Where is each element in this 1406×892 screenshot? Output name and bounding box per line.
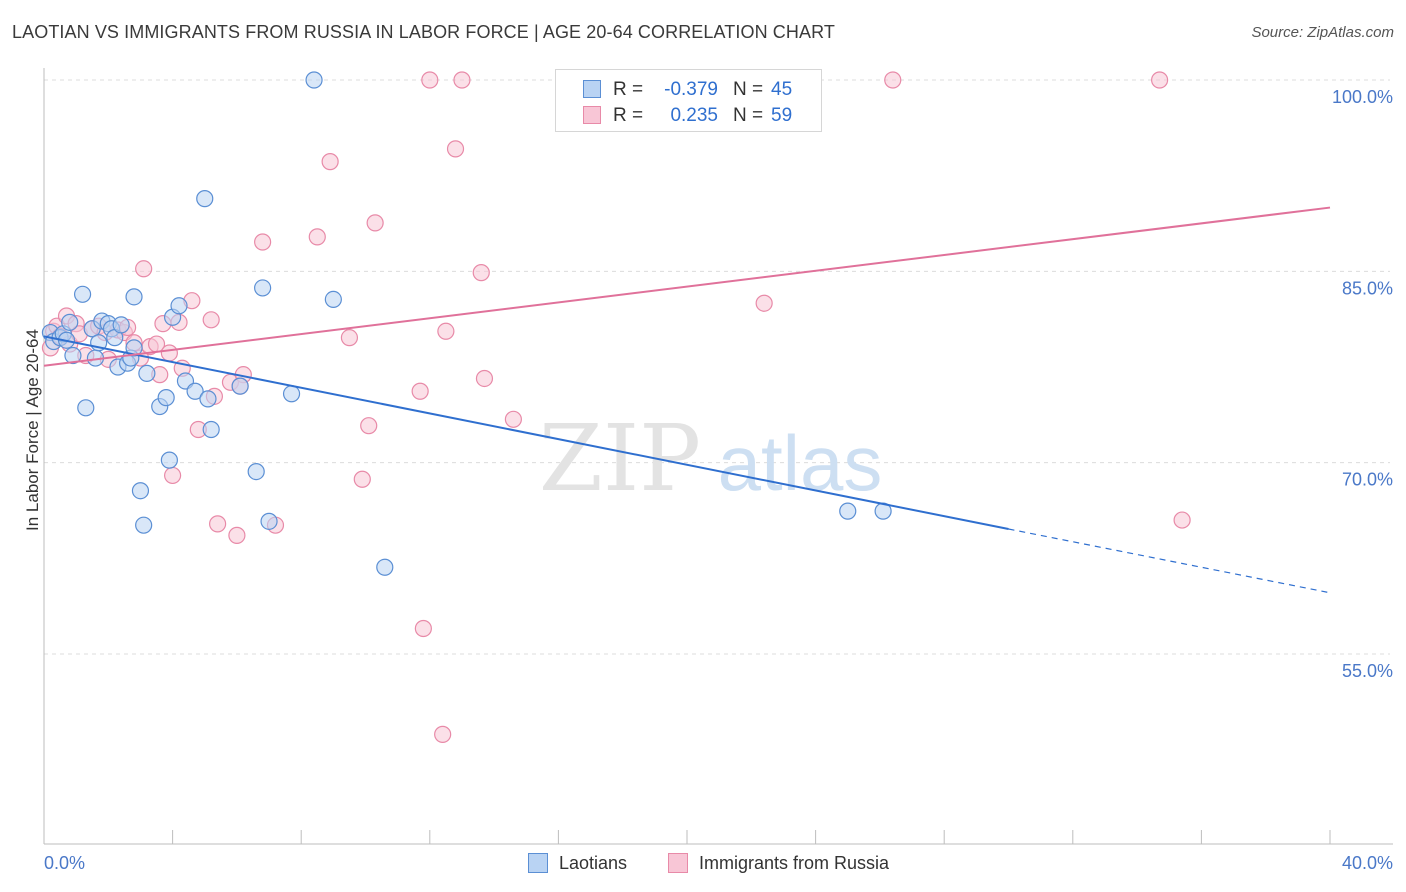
- point-russia: [160, 344, 178, 362]
- point-laotians: [64, 346, 82, 365]
- point-laotians: [305, 71, 323, 89]
- point-laotians: [170, 297, 188, 315]
- y-axis-label: In Labor Force | Age 20-64: [23, 329, 42, 531]
- point-laotians: [125, 288, 143, 306]
- legend-n-label: N =: [733, 105, 764, 126]
- trend-lines: [43, 206, 1331, 594]
- correlation-legend: R = -0.379 N = 45 R = 0.235 N = 59: [555, 69, 822, 132]
- legend-row-russia: R = 0.235 N = 59: [556, 102, 821, 128]
- y-axis-label-wrap: In Labor Force | Age 20-64: [18, 290, 48, 570]
- point-laotians: [138, 364, 156, 382]
- point-russia: [411, 382, 429, 400]
- point-laotians: [186, 382, 204, 400]
- legend-r-value: -0.379: [664, 79, 718, 100]
- point-laotians: [125, 339, 143, 357]
- point-laotians: [199, 390, 217, 408]
- point-russia: [884, 71, 902, 89]
- point-laotians: [61, 313, 79, 331]
- y-tick-label: 55.0%: [1342, 661, 1393, 681]
- point-russia: [360, 417, 378, 435]
- point-russia: [434, 725, 452, 743]
- legend-n-label: N =: [733, 79, 764, 100]
- point-laotians: [131, 482, 150, 500]
- point-laotians: [157, 389, 175, 407]
- axes: [43, 68, 1393, 845]
- point-russia: [446, 140, 465, 158]
- point-russia: [475, 369, 494, 388]
- point-laotians: [160, 451, 178, 469]
- trend-line-dashed: [1008, 528, 1331, 594]
- y-tick-label: 70.0%: [1342, 470, 1393, 490]
- point-russia: [340, 329, 359, 347]
- y-tick-label: 100.0%: [1332, 87, 1393, 107]
- point-laotians: [839, 502, 857, 520]
- trend-line-solid: [43, 335, 1009, 530]
- legend-label-laotians: Laotians: [559, 853, 628, 873]
- watermark-atlas: atlas: [718, 419, 883, 507]
- legend-r-value: 0.235: [670, 105, 718, 126]
- x-tick-label: 0.0%: [44, 853, 85, 873]
- point-russia: [472, 264, 490, 282]
- point-russia: [308, 228, 326, 246]
- legend-r-label: R =: [613, 79, 644, 100]
- point-russia: [254, 233, 272, 251]
- legend-swatch-laotians: [528, 853, 548, 873]
- legend-r-label: R =: [613, 105, 644, 126]
- point-laotians: [282, 385, 301, 403]
- legend-n-value: 45: [771, 79, 793, 100]
- point-russia: [202, 311, 220, 329]
- point-russia: [414, 619, 432, 638]
- point-laotians: [77, 399, 95, 417]
- legend-n-value: 59: [771, 105, 793, 126]
- point-laotians: [324, 290, 342, 308]
- point-laotians: [73, 285, 92, 303]
- point-laotians: [376, 558, 394, 576]
- point-russia: [1173, 511, 1191, 529]
- x-tick-label: 40.0%: [1342, 853, 1393, 873]
- point-russia: [353, 470, 371, 488]
- tick-labels: 100.0% 85.0% 70.0% 55.0% 0.0% 40.0%: [44, 87, 1393, 873]
- point-laotians: [254, 279, 272, 297]
- point-russia: [755, 294, 773, 312]
- trend-line-solid: [43, 206, 1331, 367]
- point-laotians: [260, 512, 278, 530]
- point-russia: [421, 71, 439, 89]
- point-laotians: [247, 462, 265, 481]
- point-russia: [321, 153, 339, 171]
- watermark-zip: ZIP: [539, 405, 701, 512]
- point-russia: [228, 526, 246, 544]
- point-laotians: [231, 377, 249, 395]
- point-russia: [366, 214, 384, 232]
- legend-swatch-russia: [668, 853, 688, 873]
- point-russia: [504, 410, 522, 428]
- y-tick-label: 85.0%: [1342, 278, 1393, 298]
- source-label: Source: ZipAtlas.com: [1251, 24, 1394, 41]
- chart-title: LAOTIAN VS IMMIGRANTS FROM RUSSIA IN LAB…: [12, 22, 835, 42]
- point-laotians: [202, 420, 220, 439]
- point-russia: [1151, 71, 1169, 89]
- point-russia: [164, 466, 182, 485]
- point-russia: [209, 515, 227, 533]
- legend-swatch-laotians: [583, 80, 601, 98]
- point-laotians: [135, 516, 153, 534]
- point-laotians: [196, 190, 214, 208]
- watermark: ZIP atlas: [539, 405, 882, 512]
- legend-swatch-russia: [583, 106, 601, 124]
- point-russia: [135, 260, 153, 278]
- point-russia: [453, 71, 471, 89]
- point-russia: [437, 322, 455, 340]
- legend-row-laotians: R = -0.379 N = 45: [556, 76, 821, 102]
- legend-label-russia: Immigrants from Russia: [699, 853, 890, 873]
- point-laotians: [112, 316, 130, 334]
